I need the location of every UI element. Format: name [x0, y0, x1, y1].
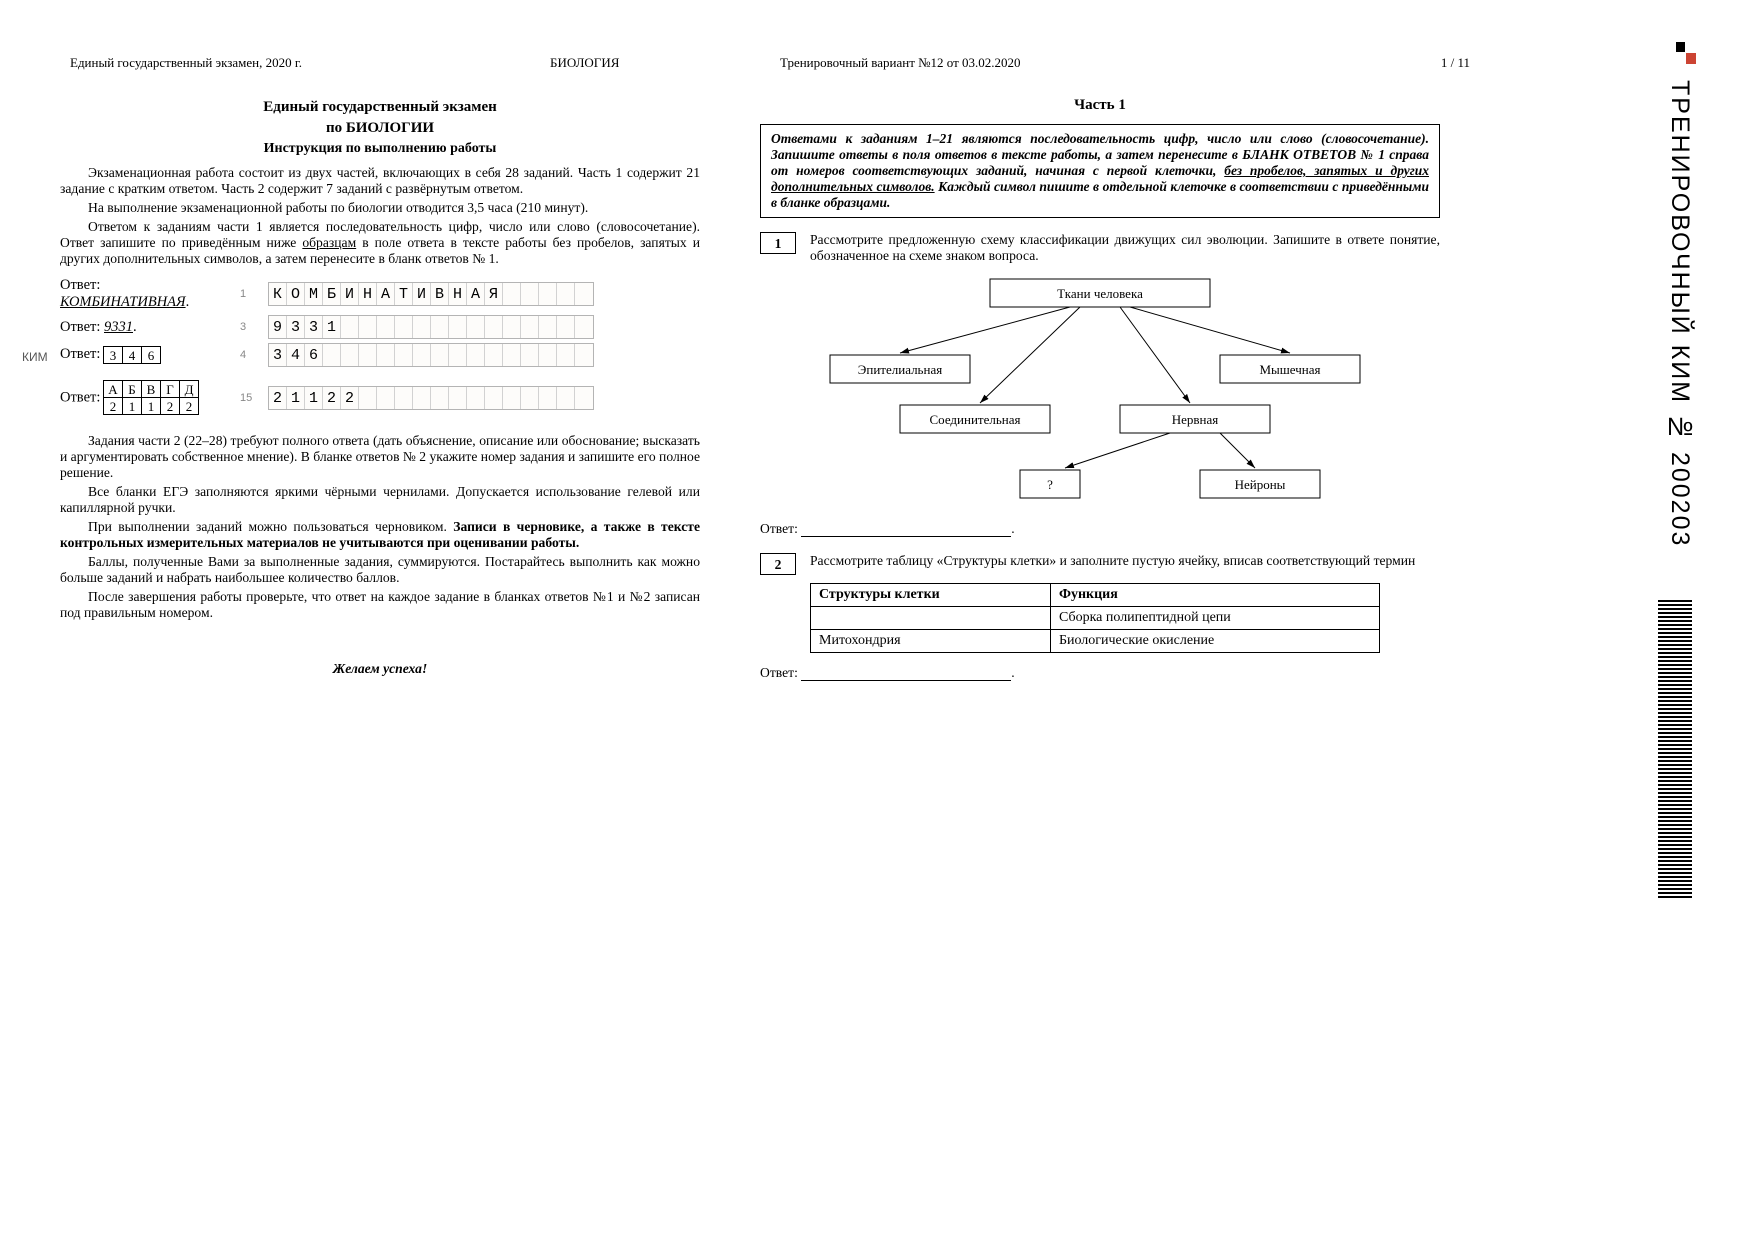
svg-text:Соединительная: Соединительная: [930, 412, 1021, 427]
answer-example-2: Ответ: 9331. 3 9331: [60, 315, 700, 339]
instr-p1a: Экзаменационная работа состоит из двух ч…: [60, 165, 700, 197]
kim-label: КИМ: [22, 350, 48, 364]
task-2-text: Рассмотрите таблицу «Структуры клетки» и…: [810, 553, 1440, 569]
task-2-answer: Ответ: .: [760, 665, 1440, 681]
answer-blank-1[interactable]: [801, 523, 1011, 537]
svg-text:Нейроны: Нейроны: [1235, 477, 1286, 492]
instr-p4: Все бланки ЕГЭ заполняются яркими чёрным…: [60, 484, 700, 516]
instr-p5: При выполнении заданий можно пользоватьс…: [60, 519, 700, 551]
info-box: Ответами к заданиям 1–21 являются послед…: [760, 124, 1440, 218]
task-number-2: 2: [760, 553, 796, 575]
answer-examples: Ответ: КОМБИНАТИВНАЯ. 1 КОМБИНАТИВНАЯ От…: [60, 277, 700, 415]
title-exam: Единый государственный экзамен: [60, 99, 700, 116]
title-instructions: Инструкция по выполнению работы: [60, 141, 700, 157]
corner-icon: [1676, 42, 1696, 64]
task-2-table: Структуры клеткиФункция Сборка полипепти…: [810, 583, 1380, 653]
instr-p3: Задания части 2 (22–28) требуют полного …: [60, 433, 700, 481]
right-column: Часть 1 Ответами к заданиям 1–21 являютс…: [760, 40, 1440, 697]
task-1-body: Рассмотрите предложенную схему классифик…: [810, 232, 1440, 267]
title-subject: по БИОЛОГИИ: [60, 120, 700, 137]
answer-example-3: Ответ: 346 4 346: [60, 343, 700, 367]
answer-hand-4: АБВГД 21122: [104, 381, 199, 415]
wish-line: Желаем успеха!: [60, 661, 700, 677]
instr-p1b: На выполнение экзаменационной работы по …: [60, 200, 700, 216]
side-label: ТРЕНИРОВОЧНЫЙ КИМ № 200203: [1665, 80, 1694, 580]
svg-text:Ткани человека: Ткани человека: [1057, 286, 1143, 301]
page-body: Единый государственный экзамен по БИОЛОГ…: [60, 40, 1460, 697]
barcode: [1658, 600, 1692, 900]
part-title: Часть 1: [760, 97, 1440, 114]
task-2-body: Рассмотрите таблицу «Структуры клетки» и…: [810, 553, 1440, 575]
task-1: 1 Рассмотрите предложенную схему классиф…: [760, 232, 1440, 267]
answer-cells-3: 346: [268, 343, 594, 367]
answer-cells-2: 9331: [268, 315, 594, 339]
classification-schema: Ткани человека Эпителиальная Мышечная Со…: [820, 275, 1380, 505]
instr-p6: Баллы, полученные Вами за выполненные за…: [60, 554, 700, 586]
task-1-text: Рассмотрите предложенную схему классифик…: [810, 232, 1440, 264]
answer-example-1: Ответ: КОМБИНАТИВНАЯ. 1 КОМБИНАТИВНАЯ: [60, 277, 700, 311]
answer-example-4: Ответ: АБВГД 21122 15 21122: [60, 381, 700, 415]
svg-text:Нервная: Нервная: [1172, 412, 1219, 427]
answer-cells-4: 21122: [268, 386, 594, 410]
answer-hand-3: 346: [104, 347, 161, 364]
svg-text:Мышечная: Мышечная: [1260, 362, 1321, 377]
instr-p2: Ответом к заданиям части 1 является посл…: [60, 219, 700, 267]
answer-cells-1: КОМБИНАТИВНАЯ: [268, 282, 594, 306]
svg-text:?: ?: [1047, 477, 1053, 492]
left-column: Единый государственный экзамен по БИОЛОГ…: [60, 40, 700, 697]
answer-blank-2[interactable]: [801, 667, 1011, 681]
svg-text:Эпителиальная: Эпителиальная: [858, 362, 942, 377]
task-1-answer: Ответ: .: [760, 521, 1440, 537]
task-number-1: 1: [760, 232, 796, 254]
task-2: 2 Рассмотрите таблицу «Структуры клетки»…: [760, 553, 1440, 575]
instr-p7: После завершения работы проверьте, что о…: [60, 589, 700, 621]
